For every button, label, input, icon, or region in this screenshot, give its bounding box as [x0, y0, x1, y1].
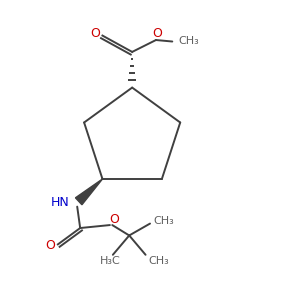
Text: HN: HN [51, 196, 70, 209]
Text: CH₃: CH₃ [178, 36, 199, 46]
Text: O: O [46, 239, 56, 252]
Text: H₃C: H₃C [100, 256, 120, 266]
Text: O: O [152, 27, 162, 40]
Polygon shape [75, 179, 103, 205]
Text: CH₃: CH₃ [148, 256, 169, 266]
Text: CH₃: CH₃ [153, 216, 174, 226]
Text: O: O [90, 27, 100, 40]
Text: O: O [110, 213, 119, 226]
